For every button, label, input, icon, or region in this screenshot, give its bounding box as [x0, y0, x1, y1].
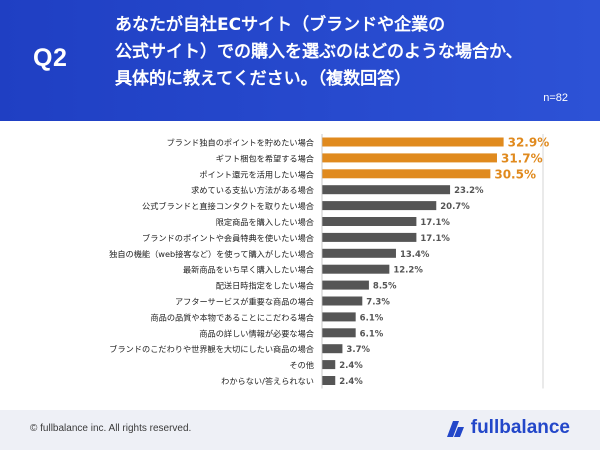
bar — [322, 169, 491, 179]
bar — [322, 232, 417, 242]
copyright-text: © fullbalance inc. All rights reserved. — [30, 423, 192, 434]
category-label: ギフト梱包を希望する場合 — [216, 153, 314, 163]
category-label: ブランドのポイントや会員特典を使いたい場合 — [142, 233, 314, 243]
bar — [322, 137, 504, 147]
value-label: 17.1% — [420, 234, 450, 244]
header-banner: Q2 あなたが自社ECサイト（ブランドや企業の 公式サイト）での購入を選ぶのはど… — [0, 0, 600, 121]
category-label: その他 — [289, 360, 314, 370]
bar — [322, 185, 451, 195]
bar-chart: ブランド独自のポイントを貯めたい場合 32.9% ギフト梱包を希望する場合 31.7%… — [0, 121, 600, 406]
bar — [322, 376, 336, 385]
value-label: 8.5% — [373, 282, 397, 292]
category-label: アフターサービスが重要な商品の場合 — [175, 297, 314, 307]
category-label: 独自の機能（web接客など）を使って購入がしたい場合 — [109, 249, 314, 259]
footer: © fullbalance inc. All rights reserved. … — [0, 410, 600, 450]
brand-logo: fullbalance — [444, 417, 570, 439]
value-label: 2.4% — [339, 377, 363, 387]
value-label: 6.1% — [360, 329, 384, 339]
value-label: 6.1% — [360, 313, 384, 323]
category-label: ブランド独自のポイントを貯めたい場合 — [167, 138, 314, 148]
category-label: ポイント還元を活用したい場合 — [199, 169, 314, 179]
question-number: Q2 — [33, 44, 68, 72]
value-label: 12.2% — [393, 266, 423, 276]
value-label: 20.7% — [440, 202, 470, 212]
bar — [322, 264, 390, 274]
value-label: 31.7% — [501, 151, 543, 165]
bar — [322, 201, 437, 211]
logo-text: fullbalance — [470, 417, 570, 438]
question-text: あなたが自社ECサイト（ブランドや企業の 公式サイト）での購入を選ぶのはどのよう… — [115, 15, 523, 89]
bar — [322, 360, 336, 370]
category-label: わからない/答えられない — [221, 376, 314, 386]
value-label: 32.9% — [508, 136, 550, 150]
category-label: 求めている支払い方法がある場合 — [191, 185, 314, 195]
value-label: 30.5% — [494, 167, 536, 181]
bar — [322, 296, 363, 306]
bar — [322, 280, 369, 290]
bar — [322, 248, 396, 258]
category-label: 配送日時指定をしたい場合 — [216, 281, 314, 291]
bar — [322, 312, 356, 322]
category-label: 限定商品を購入したい場合 — [216, 217, 314, 227]
value-label: 2.4% — [339, 361, 363, 371]
category-label: 商品の品質や本物であることにこだわる場合 — [150, 312, 314, 322]
value-label: 3.7% — [346, 345, 370, 355]
category-label: 商品の詳しい情報が必要な場合 — [199, 328, 314, 338]
category-label: 最新商品をいち早く購入したい場合 — [183, 265, 314, 275]
category-label: 公式ブランドと直接コンタクトを取りたい場合 — [142, 201, 314, 211]
bar-chart-svg: ブランド独自のポイントを貯めたい場合 32.9% ギフト梱包を希望する場合 31.7%… — [109, 134, 550, 389]
sample-size: n=82 — [543, 92, 568, 104]
value-label: 23.2% — [454, 186, 484, 196]
bar — [322, 328, 356, 338]
logo-mark-icon — [446, 421, 464, 437]
bar — [322, 153, 497, 163]
value-label: 17.1% — [420, 218, 450, 228]
bar — [322, 344, 343, 354]
value-label: 7.3% — [366, 298, 390, 308]
category-label: ブランドのこだわりや世界観を大切にしたい商品の場合 — [109, 344, 314, 354]
bar — [322, 217, 417, 226]
value-label: 13.4% — [400, 250, 430, 260]
